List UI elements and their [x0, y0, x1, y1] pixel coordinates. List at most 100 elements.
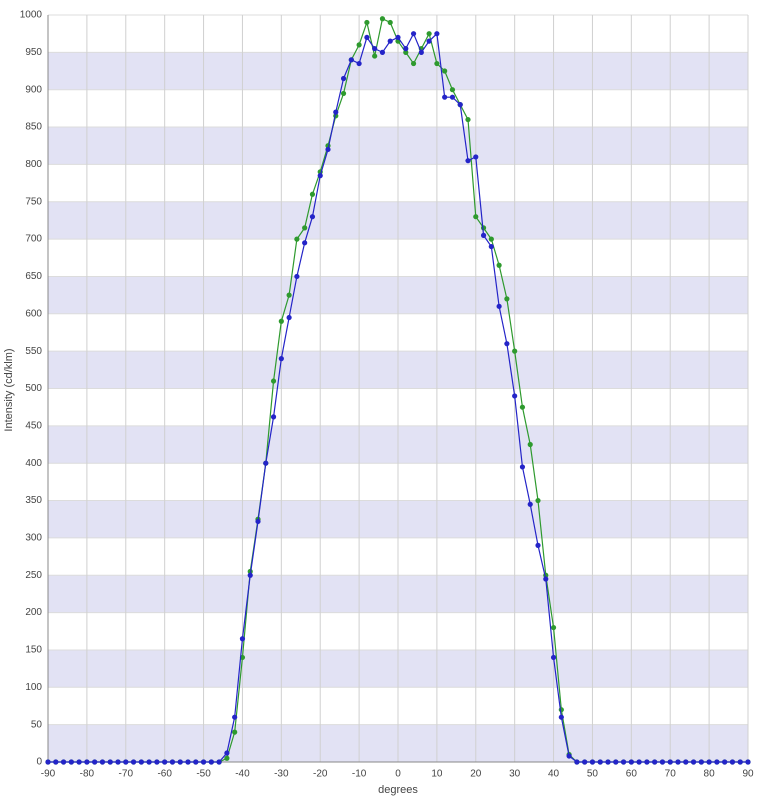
data-point [449, 87, 456, 93]
y-tick-label: 800 [25, 159, 42, 170]
data-point [185, 759, 191, 765]
data-point [325, 146, 331, 153]
x-tick-label: -20 [313, 769, 328, 780]
data-point [372, 46, 378, 52]
data-point [224, 750, 230, 756]
y-tick-label: 200 [25, 607, 42, 618]
data-point [239, 636, 246, 642]
data-point [504, 341, 510, 347]
data-point [263, 460, 269, 466]
data-point [146, 759, 152, 765]
data-point [193, 759, 199, 765]
data-point [636, 759, 642, 765]
x-tick-label: 60 [626, 769, 638, 780]
y-tick-label: 400 [25, 458, 42, 469]
data-point [76, 759, 82, 765]
data-point [628, 759, 634, 765]
data-point [92, 759, 98, 765]
data-point [403, 46, 409, 52]
data-point [208, 759, 214, 765]
data-point [527, 441, 533, 448]
y-tick-label: 150 [25, 645, 42, 656]
data-point [340, 90, 347, 97]
data-point [652, 759, 658, 765]
x-tick-label: 40 [548, 769, 560, 780]
data-point [379, 16, 386, 22]
y-tick-label: 0 [36, 757, 42, 768]
data-point [45, 759, 51, 765]
data-point [162, 759, 168, 765]
data-point [270, 378, 277, 384]
data-point [84, 759, 90, 765]
data-point [605, 759, 611, 765]
data-point [519, 404, 526, 410]
data-point [294, 236, 300, 242]
y-tick-label: 750 [25, 196, 42, 207]
data-point [395, 34, 401, 41]
data-point [169, 759, 176, 765]
data-point [434, 31, 440, 37]
data-point [53, 759, 59, 765]
data-point [558, 714, 564, 720]
data-point [99, 759, 106, 765]
data-point [255, 518, 261, 525]
data-point [434, 60, 440, 67]
y-tick-label: 100 [25, 682, 42, 693]
data-point [247, 572, 253, 578]
data-point [558, 707, 564, 713]
x-tick-label: 10 [431, 769, 443, 780]
data-point [480, 232, 487, 238]
data-point [317, 173, 323, 179]
data-point [410, 60, 417, 67]
data-point [535, 542, 541, 548]
data-point [473, 154, 479, 160]
data-point [356, 42, 362, 48]
data-point [356, 60, 362, 67]
x-tick-label: 30 [509, 769, 521, 780]
data-point [488, 243, 494, 250]
x-tick-label: 80 [704, 769, 716, 780]
y-tick-label: 950 [25, 47, 42, 58]
data-point [722, 759, 728, 765]
data-point [496, 303, 502, 309]
y-tick-label: 300 [25, 533, 42, 544]
data-point [729, 759, 736, 765]
y-tick-label: 500 [25, 383, 42, 394]
data-point [589, 759, 596, 765]
data-point [550, 624, 557, 631]
x-tick-label: 70 [665, 769, 677, 780]
data-point [442, 94, 448, 100]
data-point [473, 214, 479, 220]
data-point [706, 759, 712, 765]
data-point [613, 759, 619, 765]
data-point [372, 53, 378, 59]
y-tick-label: 550 [25, 346, 42, 357]
y-tick-label: 600 [25, 308, 42, 319]
y-tick-label: 250 [25, 570, 42, 581]
data-point [270, 414, 277, 420]
data-point [286, 314, 292, 321]
data-point [496, 262, 502, 268]
data-point [418, 49, 424, 55]
data-point [123, 759, 129, 765]
x-tick-label: -90 [41, 769, 56, 780]
data-point [504, 296, 510, 302]
y-tick-label: 450 [25, 420, 42, 431]
data-point [675, 759, 681, 765]
y-tick-label: 900 [25, 84, 42, 95]
data-point [224, 755, 230, 761]
data-point [232, 729, 238, 735]
data-point [364, 34, 370, 41]
data-point [278, 318, 284, 324]
data-point [442, 68, 448, 74]
data-point [403, 49, 409, 55]
data-point [582, 759, 588, 765]
data-point [387, 19, 393, 26]
data-point [683, 759, 689, 765]
x-tick-label: -40 [235, 769, 250, 780]
data-point [690, 759, 697, 765]
x-tick-label: 90 [742, 769, 754, 780]
data-point [130, 759, 137, 765]
x-tick-label: -30 [274, 769, 289, 780]
